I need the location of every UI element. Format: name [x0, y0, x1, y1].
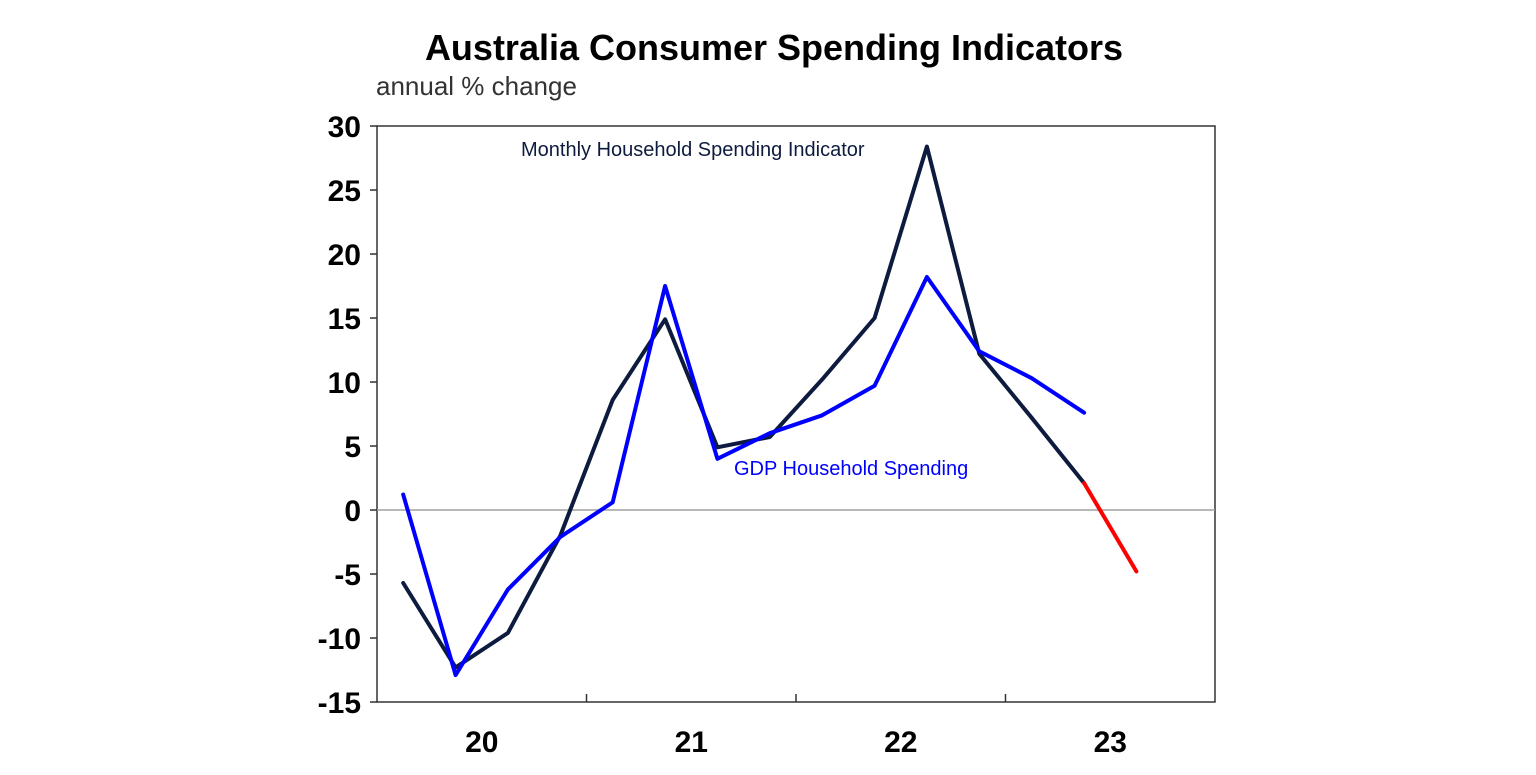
- y-tick-label: 10: [328, 367, 361, 400]
- gdp-household-spending-line: [401, 275, 1087, 678]
- y-tick-label: 5: [344, 431, 361, 464]
- y-tick-label: 20: [328, 239, 361, 272]
- y-tick-label: 0: [344, 495, 361, 528]
- axis-ticks: 30 25 20 15 10 5 0 -5 -10 -15 20 21 22 23: [318, 111, 1127, 759]
- y-tick-label: -10: [318, 623, 361, 656]
- x-tick-label: 22: [884, 726, 917, 759]
- plot-area-frame: [376, 125, 1216, 703]
- y-tick-label: -15: [318, 687, 361, 720]
- x-tick-label: 21: [675, 726, 708, 759]
- y-tick-label: 30: [328, 111, 361, 144]
- series-group: [401, 144, 1139, 678]
- chart-subtitle: annual % change: [376, 71, 577, 101]
- y-tick-label: 15: [328, 303, 361, 336]
- y-tick-label: 25: [328, 175, 361, 208]
- forecast-segment-line: [1082, 481, 1139, 574]
- monthly-household-spending-indicator-label: Monthly Household Spending Indicator: [521, 139, 865, 161]
- monthly-household-spending-indicator-line: [401, 144, 1087, 670]
- y-tick-label: -5: [334, 559, 361, 592]
- chart-title: Australia Consumer Spending Indicators: [425, 27, 1123, 68]
- gdp-household-spending-label: GDP Household Spending: [734, 458, 968, 480]
- x-tick-label: 23: [1094, 726, 1127, 759]
- x-tick-label: 20: [465, 726, 498, 759]
